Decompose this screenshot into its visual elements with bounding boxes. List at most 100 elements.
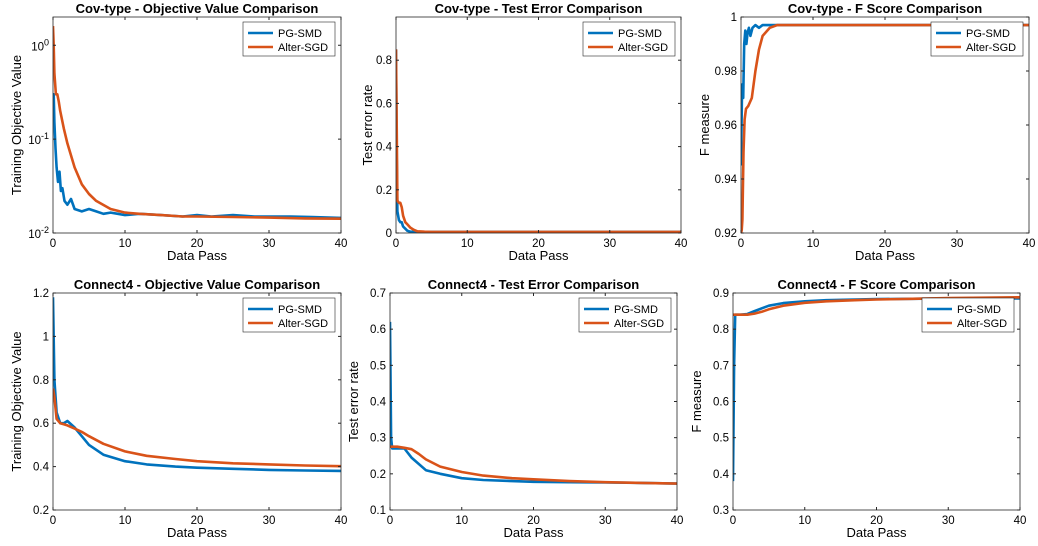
y-tick-label: 0.3: [713, 505, 729, 517]
x-tick-label: 10: [455, 515, 468, 527]
series-line-PG-SMD: [396, 49, 681, 233]
series-lines: [396, 49, 681, 233]
y-tick-label: 0.98: [715, 66, 737, 78]
y-tick-label: 0.5: [370, 360, 386, 372]
series-line-PG-SMD: [390, 321, 677, 485]
series-lines: [53, 297, 341, 473]
legend-label: Alter-SGD: [278, 318, 328, 330]
y-tick-label: 0.6: [376, 98, 392, 110]
y-tick-label: 0.9: [713, 288, 729, 300]
x-tick-label: 0: [738, 238, 744, 250]
x-tick-label: 40: [1023, 238, 1036, 250]
x-tick-label: 30: [951, 238, 964, 250]
chart-title: Connect4 - Test Error Comparison: [428, 277, 639, 292]
x-tick-label: 20: [879, 238, 892, 250]
chart-title: Connect4 - F Score Comparison: [778, 277, 976, 292]
y-tick-label: 1: [43, 331, 49, 343]
x-tick-label: 40: [1014, 515, 1027, 527]
y-tick-label: 0.4: [370, 397, 387, 409]
x-tick-label: 0: [50, 238, 56, 250]
y-axis-label: F measure: [697, 94, 712, 156]
x-tick-label: 0: [393, 238, 399, 250]
y-tick-label: 0.7: [370, 288, 386, 300]
x-tick-label: 30: [603, 238, 616, 250]
y-axis-label: Test error rate: [360, 85, 375, 166]
x-axis-label: Data Pass: [167, 248, 227, 263]
chart-title: Connect4 - Objective Value Comparison: [74, 277, 320, 292]
legend-label: Alter-SGD: [966, 42, 1016, 54]
x-tick-label: 20: [191, 515, 204, 527]
legend-label: PG-SMD: [618, 28, 662, 40]
legend: PG-SMD Alter-SGD: [578, 297, 672, 333]
x-axis-label: Data Pass: [167, 525, 227, 540]
x-tick-label: 30: [263, 238, 276, 250]
y-tick-label: 0.6: [370, 324, 386, 336]
legend-label: PG-SMD: [278, 28, 322, 40]
y-tick-label: 0.2: [376, 185, 392, 197]
chart-panel: 0 10 20 30 40 10-2 10-1 100 Cov-type - Objective…: [9, 1, 347, 263]
y-tick-label: 1.2: [33, 288, 49, 300]
y-axis-label: Test error rate: [346, 361, 361, 442]
chart-title: Cov-type - F Score Comparison: [788, 1, 982, 16]
legend-label: Alter-SGD: [278, 42, 328, 54]
x-tick-label: 30: [263, 515, 276, 527]
legend-box: [578, 297, 672, 333]
chart-panel: 0 10 20 30 40 0 0.2 0.4 0.6 0.8 Cov-type - Test Er…: [360, 1, 687, 263]
y-tick-label: 0.4: [713, 469, 730, 481]
y-tick-label: 0.6: [33, 418, 49, 430]
y-tick-label: 10-2: [28, 225, 49, 241]
chart-title: Cov-type - Objective Value Comparison: [76, 1, 319, 16]
y-tick-label: 10-1: [28, 131, 49, 147]
legend-label: PG-SMD: [614, 304, 658, 316]
series-lines: [390, 321, 677, 485]
y-tick-label: 0.96: [715, 120, 737, 132]
y-axis-label: Training Objective Value: [9, 331, 24, 471]
x-tick-label: 10: [798, 515, 811, 527]
legend-box: [930, 21, 1024, 57]
chart-panel: 0 10 20 30 40 0.3 0.4 0.5 0.6 0.7 0.8 0.9 Connect4 -…: [689, 277, 1026, 540]
y-tick-label: 0.6: [713, 397, 729, 409]
legend-label: Alter-SGD: [957, 318, 1007, 330]
series-line-PG-SMD: [53, 93, 341, 220]
y-tick-label: 0.4: [33, 462, 50, 474]
series-lines: [53, 26, 341, 220]
y-tick-label: 0.2: [33, 505, 49, 517]
y-tick-label: 0.8: [33, 375, 49, 387]
x-tick-label: 20: [532, 238, 545, 250]
x-axis-label: Data Pass: [847, 525, 907, 540]
series-line-Alter-SGD: [53, 26, 341, 220]
x-axis-label: Data Pass: [504, 525, 564, 540]
y-tick-label: 0.7: [713, 360, 729, 372]
legend: PG-SMD Alter-SGD: [242, 21, 336, 57]
legend-box: [921, 297, 1015, 333]
legend-box: [242, 297, 336, 333]
x-tick-label: 40: [675, 238, 688, 250]
x-tick-label: 30: [599, 515, 612, 527]
series-line-Alter-SGD: [741, 23, 1029, 233]
x-tick-label: 20: [527, 515, 540, 527]
y-tick-label: 0.94: [715, 174, 738, 186]
x-tick-label: 10: [119, 238, 132, 250]
series-lines: [741, 23, 1029, 233]
x-axis-label: Data Pass: [509, 248, 569, 263]
chart-title: Cov-type - Test Error Comparison: [435, 1, 643, 16]
y-tick-label: 1: [731, 12, 737, 24]
y-tick-label: 100: [31, 37, 49, 53]
x-tick-label: 0: [730, 515, 736, 527]
y-tick-label: 0.8: [376, 55, 392, 67]
y-tick-label: 0.1: [370, 505, 386, 517]
legend: PG-SMD Alter-SGD: [921, 297, 1015, 333]
x-tick-label: 40: [335, 515, 348, 527]
legend-label: PG-SMD: [966, 28, 1010, 40]
legend-label: Alter-SGD: [618, 42, 668, 54]
y-axis-label: F measure: [689, 370, 704, 432]
legend-box: [242, 21, 336, 57]
x-tick-label: 40: [671, 515, 684, 527]
y-tick-label: 0.92: [715, 228, 737, 240]
series-line-Alter-SGD: [53, 388, 341, 468]
series-line-Alter-SGD: [396, 49, 681, 233]
x-tick-label: 10: [461, 238, 474, 250]
legend-label: PG-SMD: [957, 304, 1001, 316]
x-tick-label: 20: [870, 515, 883, 527]
x-tick-label: 0: [387, 515, 393, 527]
